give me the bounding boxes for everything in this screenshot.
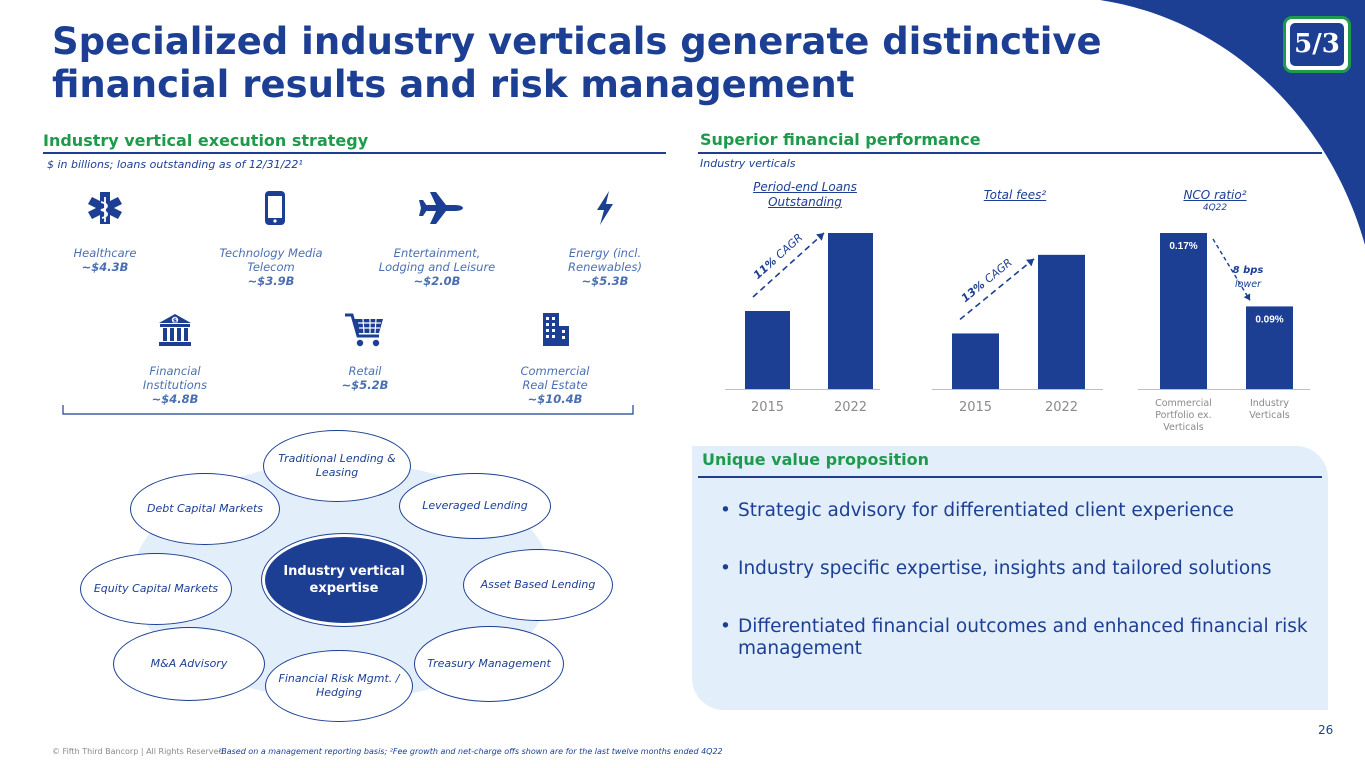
industry-commercial-real-estate: Commercial Real Estate ~$10.4B [520, 364, 590, 406]
x-tick-label: 2022 [1045, 400, 1078, 415]
airplane-icon [416, 188, 466, 228]
chart-subtitle-nco: 4Q22 [1202, 203, 1228, 213]
bank-icon: $ [150, 310, 200, 350]
hub-treasury-management: Treasury Management [414, 626, 564, 702]
section-heading-strategy: Industry vertical execution strategy [43, 131, 369, 150]
chart-bar [745, 311, 790, 389]
nco-arrow-line [1212, 238, 1251, 301]
chart-title-loans: Period-end Loans Outstanding [753, 180, 857, 209]
section-rule-left [43, 152, 666, 154]
uvp-bullet-list: Strategic advisory for differentiated cl… [720, 500, 1320, 696]
caduceus-icon [80, 188, 130, 228]
hub-center-expertise: Industry vertical expertise [262, 534, 426, 626]
section-heading-performance: Superior financial performance [700, 130, 981, 149]
page-title: Specialized industry verticals generate … [52, 20, 1102, 106]
nco-annotation-lower: lower [1235, 279, 1262, 290]
uvp-bullet: Differentiated financial outcomes and en… [720, 616, 1320, 660]
x-tick-label: 2022 [834, 400, 867, 415]
uvp-bullet: Industry specific expertise, insights an… [720, 558, 1320, 580]
page-number: 26 [1318, 723, 1334, 737]
uvp-heading: Unique value proposition [702, 450, 929, 469]
uvp-bullet: Strategic advisory for differentiated cl… [720, 500, 1320, 522]
industry-financial-institutions: Financial Institutions ~$4.8B [142, 364, 208, 406]
footnote: ¹Based on a management reporting basis; … [218, 747, 723, 756]
chart-bar [828, 233, 873, 389]
hub-traditional-lending: Traditional Lending & Leasing [263, 430, 411, 502]
x-tick-label: Industry Verticals [1249, 398, 1290, 421]
industries-bracket [62, 405, 634, 415]
hub-leveraged-lending: Leveraged Lending [399, 473, 551, 539]
industry-entertainment-lodging-leisure: Entertainment, Lodging and Leisure ~$2.0B [378, 246, 496, 288]
nco-annotation-bps: 8 bps [1233, 265, 1264, 276]
chart-title-nco: NCO ratio² [1183, 188, 1247, 202]
hub-ma-advisory: M&A Advisory [113, 627, 265, 701]
industry-technology-media-telecom: Technology Media Telecom ~$3.9B [219, 246, 323, 288]
nco-arrow-head [1243, 293, 1251, 301]
fifth-third-logo: 5/3 [1283, 16, 1351, 73]
x-tick-label: 2015 [959, 400, 992, 415]
shopping-cart-icon [340, 310, 390, 350]
chart-bar [1160, 233, 1207, 389]
section-rule-right [698, 152, 1322, 154]
svg-text:$: $ [173, 318, 177, 325]
industry-energy: Energy (incl. Renewables) ~$5.3B [568, 246, 642, 288]
x-tick-label: 2015 [751, 400, 784, 415]
bar-value-label: 0.09% [1255, 314, 1283, 325]
lightning-icon [580, 188, 630, 228]
copyright: © Fifth Third Bancorp | All Rights Reser… [52, 747, 224, 756]
cagr-arrow-head [816, 233, 824, 241]
industry-healthcare: Healthcare ~$4.3B [73, 246, 137, 274]
smartphone-icon [250, 188, 300, 228]
chart-bar [1038, 254, 1085, 389]
building-icon [530, 310, 580, 350]
industry-verticals-note: Industry verticals [700, 157, 796, 170]
chart-bar [1246, 306, 1293, 389]
uvp-rule [698, 476, 1322, 478]
bar-value-label: 0.17% [1169, 241, 1197, 252]
cagr-arrow-head [1026, 258, 1034, 267]
industry-retail: Retail ~$5.2B [341, 364, 389, 392]
hub-equity-capital-markets: Equity Capital Markets [80, 553, 232, 625]
hub-debt-capital-markets: Debt Capital Markets [130, 473, 280, 545]
loans-note: $ in billions; loans outstanding as of 1… [47, 158, 303, 171]
cagr-arrow-line [752, 232, 825, 298]
cagr-arrow-line [959, 258, 1035, 321]
chart-title-fees: Total fees² [983, 188, 1047, 202]
x-tick-label: Commercial Portfolio ex. Verticals [1155, 398, 1212, 433]
hub-financial-risk-hedging: Financial Risk Mgmt. / Hedging [265, 650, 413, 722]
hub-asset-based-lending: Asset Based Lending [463, 549, 613, 621]
chart-bar [952, 333, 999, 389]
